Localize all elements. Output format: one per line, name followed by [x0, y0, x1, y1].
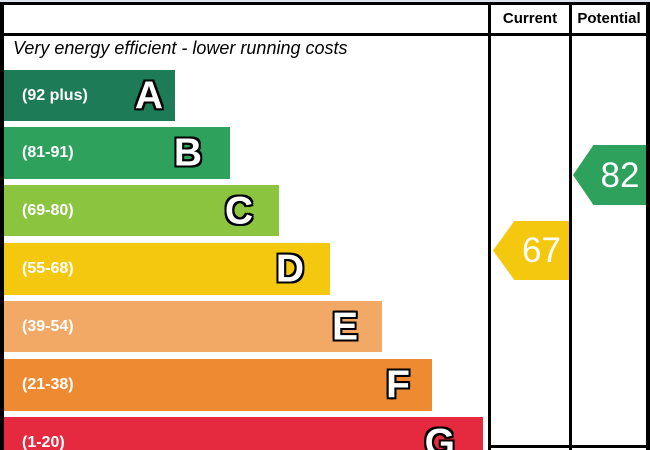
band-range-label: (81-91) — [22, 144, 74, 161]
band-letter: E — [331, 305, 358, 348]
columns-bottom-border — [488, 445, 650, 448]
band-range-label: (21-38) — [22, 376, 74, 393]
border-top — [0, 2, 650, 5]
divider-potential-column — [569, 2, 572, 450]
band-range-label: (39-54) — [22, 317, 74, 335]
border-left — [0, 2, 4, 450]
divider-current-column — [488, 2, 491, 450]
band-range-label: (1-20) — [22, 434, 65, 450]
epc-band-a: (92 plus) A — [4, 70, 175, 121]
potential-rating-marker: 82 — [573, 145, 646, 205]
epc-band-f: (21-38) F — [4, 359, 432, 411]
epc-band-b: (81-91) B — [4, 127, 230, 179]
column-header-current: Current — [502, 10, 558, 27]
band-letter: C — [224, 189, 253, 232]
epc-band-d: (55-68) D — [4, 243, 330, 295]
border-right — [646, 2, 650, 450]
current-rating-value: 67 — [522, 231, 561, 270]
band-range-label: (55-68) — [22, 260, 74, 277]
band-letter: B — [173, 131, 202, 175]
band-letter: A — [134, 74, 163, 117]
epc-band-c: (69-80) C — [4, 185, 279, 236]
band-letter: D — [275, 247, 304, 291]
band-range-label: (69-80) — [22, 201, 74, 219]
efficiency-caption: Very energy efficient - lower running co… — [13, 38, 348, 58]
band-range-label: (92 plus) — [22, 86, 88, 104]
band-letter: F — [386, 363, 410, 407]
current-rating-marker: 67 — [493, 221, 569, 280]
header-separator — [0, 33, 650, 36]
column-header-potential: Potential — [577, 10, 641, 27]
band-letter: G — [424, 421, 455, 450]
top-edge-strip — [0, 0, 650, 2]
epc-band-e: (39-54) E — [4, 301, 382, 352]
potential-rating-value: 82 — [600, 155, 640, 195]
epc-band-g: (1-20) G — [4, 417, 483, 450]
